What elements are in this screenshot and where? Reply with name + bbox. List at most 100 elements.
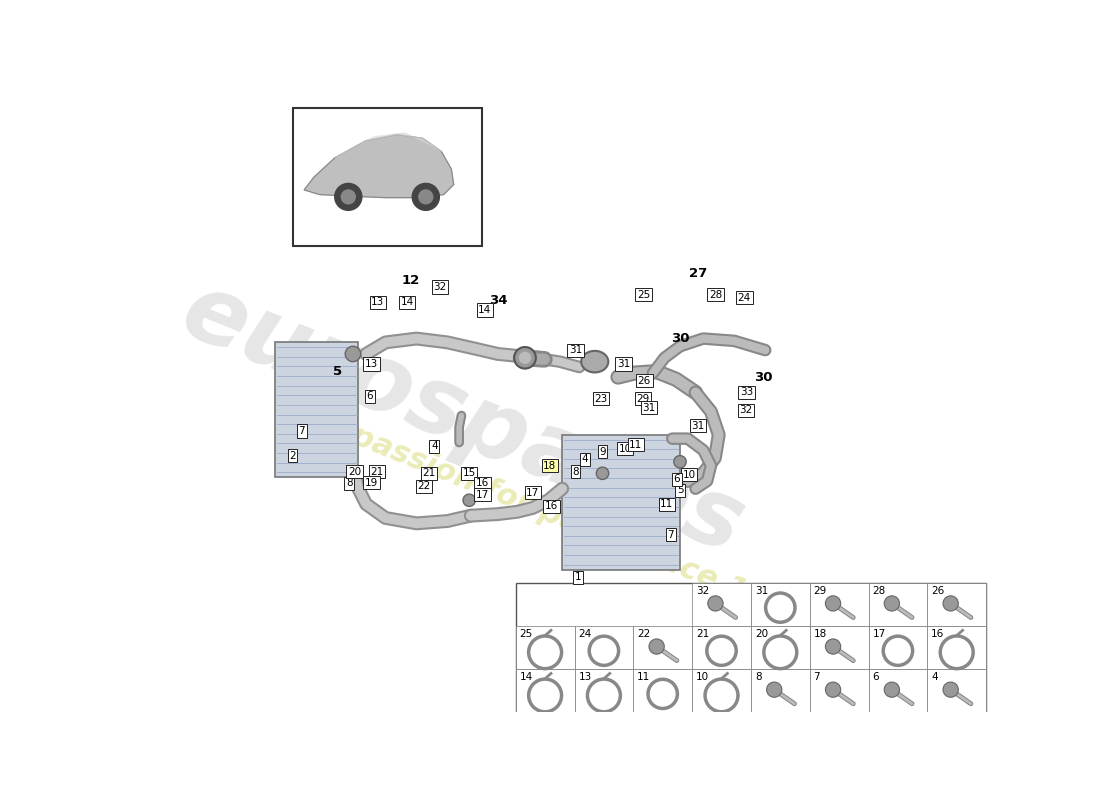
- Text: 31: 31: [617, 359, 630, 369]
- Bar: [810, 669, 869, 712]
- Text: 17: 17: [526, 487, 539, 498]
- Text: 11: 11: [637, 672, 650, 682]
- Text: 6: 6: [366, 391, 373, 402]
- Text: 14: 14: [519, 672, 532, 682]
- Bar: [275, 342, 359, 477]
- Bar: [516, 626, 574, 669]
- Text: 2: 2: [289, 450, 296, 461]
- Bar: [692, 582, 751, 626]
- Circle shape: [825, 639, 840, 654]
- Text: 28: 28: [710, 290, 723, 300]
- Text: 5: 5: [676, 486, 683, 495]
- Text: eurospares: eurospares: [168, 265, 757, 574]
- Circle shape: [412, 183, 439, 210]
- Text: 29: 29: [636, 394, 649, 404]
- Text: 31: 31: [691, 421, 704, 430]
- Bar: [574, 669, 634, 712]
- Bar: [869, 669, 927, 712]
- Text: 7: 7: [668, 530, 674, 540]
- Text: 1: 1: [574, 572, 581, 582]
- Text: 20: 20: [755, 629, 768, 639]
- Circle shape: [707, 596, 723, 611]
- Text: 24: 24: [738, 293, 751, 302]
- Bar: [751, 582, 810, 626]
- Text: 30: 30: [755, 370, 773, 383]
- Bar: [927, 582, 986, 626]
- Circle shape: [334, 183, 362, 210]
- Text: 13: 13: [365, 359, 378, 369]
- Text: 20: 20: [348, 466, 361, 477]
- Bar: [692, 626, 751, 669]
- Bar: [927, 626, 986, 669]
- Text: 7: 7: [298, 426, 305, 436]
- Circle shape: [649, 639, 664, 654]
- Text: 22: 22: [637, 629, 650, 639]
- Bar: [516, 669, 574, 712]
- Text: 15: 15: [463, 468, 476, 478]
- Text: 31: 31: [755, 586, 768, 596]
- Text: 10: 10: [683, 470, 696, 480]
- Text: 4: 4: [932, 672, 938, 682]
- Text: 24: 24: [579, 629, 592, 639]
- Text: 9: 9: [600, 446, 606, 457]
- Text: 8: 8: [755, 672, 761, 682]
- Bar: [751, 669, 810, 712]
- Polygon shape: [304, 134, 453, 198]
- Text: 28: 28: [872, 586, 886, 596]
- Text: 6: 6: [673, 474, 680, 485]
- Text: 13: 13: [371, 298, 384, 307]
- Bar: [869, 626, 927, 669]
- Circle shape: [943, 596, 958, 611]
- Circle shape: [514, 347, 536, 369]
- Text: 12: 12: [402, 274, 419, 287]
- Text: 10: 10: [696, 672, 710, 682]
- Circle shape: [825, 682, 840, 698]
- Text: 16: 16: [475, 478, 490, 488]
- Text: 16: 16: [932, 629, 945, 639]
- Text: 18: 18: [814, 629, 827, 639]
- Text: 21: 21: [371, 466, 384, 477]
- Text: 14: 14: [400, 298, 414, 307]
- Circle shape: [884, 596, 900, 611]
- Bar: [574, 626, 634, 669]
- Text: 26: 26: [932, 586, 945, 596]
- Text: 33: 33: [740, 387, 754, 398]
- Text: 14: 14: [478, 305, 492, 315]
- Text: 23: 23: [594, 394, 607, 404]
- Text: 32: 32: [739, 405, 752, 415]
- Bar: [810, 582, 869, 626]
- Text: 4: 4: [582, 454, 588, 465]
- Text: 11: 11: [660, 499, 673, 509]
- Circle shape: [943, 682, 958, 698]
- Text: 32: 32: [433, 282, 447, 292]
- Text: 10: 10: [618, 444, 631, 454]
- Circle shape: [419, 190, 432, 204]
- Polygon shape: [336, 133, 441, 158]
- Text: 6: 6: [872, 672, 879, 682]
- Text: 19: 19: [365, 478, 378, 487]
- Bar: [751, 626, 810, 669]
- Text: 4: 4: [431, 442, 438, 451]
- Text: 18: 18: [543, 461, 557, 470]
- Circle shape: [884, 682, 900, 698]
- Text: 34: 34: [490, 294, 508, 306]
- Text: 32: 32: [696, 586, 710, 596]
- Text: 16: 16: [544, 502, 558, 511]
- Circle shape: [767, 682, 782, 698]
- Text: 21: 21: [696, 629, 710, 639]
- Text: 26: 26: [638, 376, 651, 386]
- Text: 11: 11: [629, 440, 642, 450]
- Text: 25: 25: [637, 290, 650, 300]
- Text: 27: 27: [690, 266, 707, 280]
- Text: 30: 30: [671, 332, 690, 345]
- Circle shape: [463, 494, 475, 506]
- Bar: [692, 669, 751, 712]
- Circle shape: [674, 455, 686, 468]
- Text: 21: 21: [422, 468, 436, 478]
- Circle shape: [341, 190, 355, 204]
- Text: 22: 22: [418, 482, 431, 491]
- Ellipse shape: [581, 351, 608, 373]
- Text: 17: 17: [872, 629, 886, 639]
- Text: 8: 8: [572, 466, 579, 477]
- Text: 8: 8: [345, 478, 352, 488]
